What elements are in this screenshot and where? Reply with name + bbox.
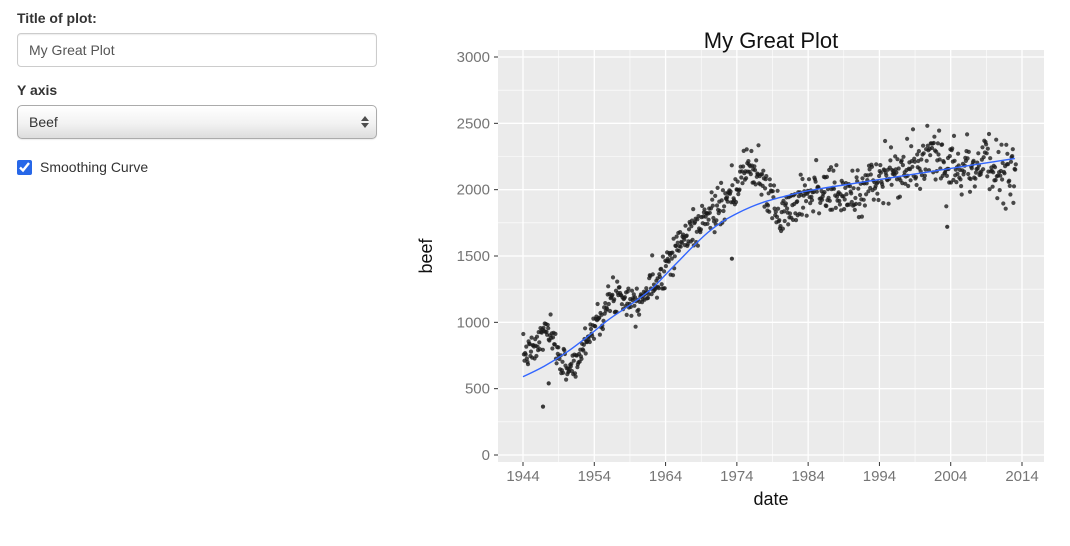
- yaxis-select[interactable]: Beef: [17, 105, 377, 139]
- svg-text:My Great Plot: My Great Plot: [704, 28, 838, 53]
- plot-title-input[interactable]: [17, 33, 377, 67]
- svg-text:500: 500: [465, 381, 490, 398]
- yaxis-selected-value: Beef: [29, 114, 58, 130]
- smoothing-checkbox-row[interactable]: Smoothing Curve: [17, 159, 377, 175]
- svg-text:2014: 2014: [1005, 468, 1038, 485]
- svg-text:2000: 2000: [457, 182, 490, 199]
- yaxis-label: Y axis: [17, 82, 58, 98]
- plot-output: 0 500 1000 1500 2000 2500 3000 1944 1954 1964 1974…: [410, 0, 1070, 541]
- svg-text:1500: 1500: [457, 248, 490, 265]
- select-arrows-icon: [361, 116, 369, 128]
- smoothing-checkbox-label: Smoothing Curve: [40, 159, 149, 175]
- svg-text:3000: 3000: [457, 49, 490, 66]
- svg-text:1944: 1944: [506, 468, 539, 485]
- scatter-plot: 0 500 1000 1500 2000 2500 3000 1944 1954 1964 1974…: [416, 28, 1044, 509]
- svg-text:beef: beef: [416, 237, 436, 273]
- svg-text:1954: 1954: [578, 468, 611, 485]
- plot-title-label: Title of plot:: [17, 10, 97, 26]
- plot-title-group: Title of plot:: [17, 10, 377, 67]
- control-sidebar: Title of plot: Y axis Beef Smoothing Cur…: [17, 10, 377, 175]
- svg-text:1974: 1974: [720, 468, 753, 485]
- svg-text:1000: 1000: [457, 314, 490, 331]
- smoothing-checkbox[interactable]: [17, 159, 32, 175]
- svg-text:1984: 1984: [791, 468, 824, 485]
- svg-text:1964: 1964: [649, 468, 682, 485]
- svg-text:1994: 1994: [863, 468, 896, 485]
- svg-text:0: 0: [482, 447, 490, 464]
- svg-text:2500: 2500: [457, 115, 490, 132]
- svg-text:date: date: [753, 489, 788, 509]
- yaxis-group: Y axis Beef: [17, 82, 377, 139]
- svg-text:2004: 2004: [934, 468, 967, 485]
